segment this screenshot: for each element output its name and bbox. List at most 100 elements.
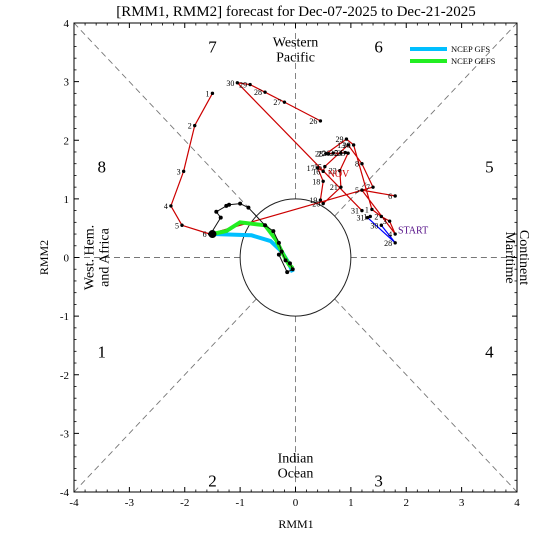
forecast-start-marker <box>208 230 217 239</box>
ensemble-point <box>227 202 232 207</box>
x-tick-label: -4 <box>69 497 79 509</box>
november-track-point <box>323 164 327 169</box>
forecast-series-1 <box>211 220 295 270</box>
november-track-day-label: 23 <box>337 149 345 158</box>
ensemble-point <box>287 261 292 266</box>
ensemble-point <box>285 270 290 275</box>
y-tick-label: 4 <box>64 18 70 30</box>
december-track-day-label: 31 <box>356 214 364 223</box>
region-bottom-line2: Ocean <box>278 467 314 482</box>
november-track-point <box>169 204 173 208</box>
phase-number-2: 2 <box>208 471 217 490</box>
october-track-point <box>263 90 267 94</box>
november-track-point <box>387 219 392 223</box>
nov-annotation: NOV <box>328 169 350 180</box>
phase-number-8: 8 <box>97 158 106 177</box>
phase-number-6: 6 <box>374 37 383 56</box>
november-track-point <box>321 201 325 206</box>
december-track-point <box>365 215 370 220</box>
ensemble-point <box>218 215 223 220</box>
region-left-line2: and Africa <box>97 227 112 286</box>
december-track-day-label: 30 <box>370 221 378 230</box>
december-track-point <box>379 223 384 227</box>
november-track-point <box>181 169 186 174</box>
phase-number-5: 5 <box>485 158 494 177</box>
november-track-point <box>321 179 325 183</box>
unit-circle <box>239 198 352 317</box>
guide-diagonal-nw <box>73 22 257 217</box>
x-tick-label: 1 <box>348 497 354 509</box>
y-tick-label: 3 <box>64 77 70 89</box>
december-track-point <box>368 214 372 219</box>
november-track-day-label: 4 <box>164 202 168 211</box>
november-track-day-label: 27 <box>318 150 326 159</box>
november-track-day-label: 30 <box>343 141 351 150</box>
x-tick-label: 4 <box>514 497 520 509</box>
november-track-day-label: 7 <box>366 183 370 192</box>
x-tick-label: 0 <box>293 497 299 509</box>
november-track-point <box>379 214 384 219</box>
october-track-day-label: 30 <box>226 79 234 88</box>
x-tick-label: -1 <box>236 497 245 509</box>
november-track-day-label: 4 <box>388 230 392 239</box>
phase-number-1: 1 <box>97 342 106 361</box>
region-left-line1: West. Hem. <box>82 225 97 290</box>
december-track-point <box>393 241 397 245</box>
november-track-day-label: 29 <box>335 135 343 144</box>
november-track-day-label: 2 <box>374 212 378 221</box>
november-track-day-label: 6 <box>388 192 392 201</box>
x-tick-label: 2 <box>404 497 410 509</box>
november-track-day-label: 13 <box>337 141 345 150</box>
ensemble-point <box>214 209 219 214</box>
november-track-day-label: 21 <box>330 183 338 192</box>
legend-label-0: NCEP GFS <box>451 44 490 54</box>
start-annotation: START <box>398 225 428 236</box>
y-axis-label: RMM2 <box>37 240 51 275</box>
november-track-point <box>351 143 356 147</box>
chart-title: [RMM1, RMM2] forecast for Dec-07-2025 to… <box>116 4 476 20</box>
november-track-day-label: 1 <box>365 205 369 214</box>
ensemble-point <box>283 258 288 263</box>
november-track-day-label: 17 <box>307 164 315 173</box>
x-tick-label: 3 <box>459 497 465 509</box>
y-tick-label: 1 <box>64 194 70 206</box>
x-axis-label: RMM1 <box>278 517 313 531</box>
november-track-point <box>344 137 349 141</box>
october-track-day-label: 27 <box>273 98 281 107</box>
phase-number-7: 7 <box>208 37 217 56</box>
ensemble-point <box>276 252 281 257</box>
november-track-point <box>339 151 343 155</box>
november-track-point <box>338 169 342 173</box>
november-track-day-label: 20 <box>312 200 320 209</box>
x-tick-label: -2 <box>180 497 189 509</box>
october-track-day-label: 31 <box>351 207 359 216</box>
november-track-day-label: 24 <box>334 149 342 158</box>
november-track-day-label: 25 <box>330 149 338 158</box>
november-track-point <box>324 152 328 156</box>
november-track-point <box>346 143 350 147</box>
november-track-point <box>339 185 343 189</box>
november-track-day-label: 22 <box>329 167 337 176</box>
region-right-line2: Continent <box>516 230 531 285</box>
november-track-point <box>346 151 350 155</box>
region-top-line2: Pacific <box>276 50 315 65</box>
ensemble-point <box>290 267 295 272</box>
november-track-day-label: 5 <box>175 221 179 230</box>
november-track-day-label: 26 <box>322 149 330 158</box>
ensemble-point <box>279 249 284 254</box>
region-bottom-line1: Indian <box>278 452 314 467</box>
october-track-day-label: 26 <box>309 117 317 126</box>
ensemble-point <box>271 229 276 234</box>
guide-diagonal-sw <box>73 298 257 493</box>
y-tick-label: -2 <box>60 370 69 382</box>
y-tick-label: -4 <box>60 487 70 499</box>
phase-number-4: 4 <box>485 342 494 361</box>
november-track-point <box>370 207 374 212</box>
y-tick-label: -3 <box>60 428 70 440</box>
november-track-day-label: 8 <box>355 160 359 169</box>
guide-diagonal-se <box>334 298 518 493</box>
october-track-day-label: 28 <box>254 88 262 97</box>
november-track-day-label: 3 <box>177 167 181 176</box>
november-track-point <box>371 185 375 189</box>
